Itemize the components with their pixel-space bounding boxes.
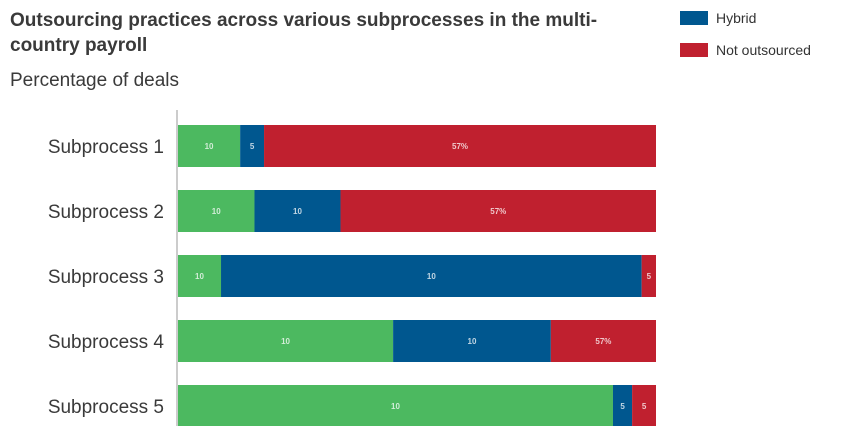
data-label-1-series-1: 10 [205,142,214,151]
data-label-2-series-2: 10 [293,207,302,216]
category-label-3: Subprocess 3 [48,267,164,288]
bar-segment-5-series-3 [632,385,656,426]
category-label-2: Subprocess 2 [48,202,164,223]
bar-segment-3-series-3 [641,255,656,297]
bar-segment-3-series-1 [178,255,222,297]
bar-segment-2-series-3 [340,190,656,232]
data-label-3-series-1: 10 [195,272,204,281]
data-label-4-series-3: 57% [595,337,611,346]
legend-label-hybrid: Hybrid [716,10,757,26]
bar-segment-2-series-1 [178,190,255,232]
category-label-5: Subprocess 5 [48,397,164,418]
legend-item-hybrid: Hybrid [680,8,756,28]
bar-segment-1-series-3 [264,125,656,167]
bar-segment-4-series-1 [178,320,394,362]
data-label-1-series-3: 57% [452,142,468,151]
data-label-3-series-2: 10 [427,272,436,281]
bar-segment-1-series-2 [240,125,265,167]
data-label-4-series-1: 10 [281,337,290,346]
category-label-1: Subprocess 1 [48,137,164,158]
data-label-4-series-2: 10 [468,337,477,346]
category-label-4: Subprocess 4 [48,332,165,353]
data-label-3-series-3: 5 [647,272,652,281]
bar-segment-5-series-2 [612,385,633,426]
legend-label-not-outsourced: Not outsourced [716,42,811,58]
bar-segment-3-series-2 [221,255,642,297]
bar-segment-4-series-3 [550,320,656,362]
data-label-5-series-1: 10 [391,402,400,411]
legend-swatch-hybrid [680,11,708,25]
chart-title: Outsourcing practices across various sub… [10,10,598,56]
data-label-1-series-2: 5 [250,142,255,151]
data-label-5-series-2: 5 [620,402,625,411]
bar-segment-1-series-1 [178,125,241,167]
data-label-5-series-3: 5 [642,402,647,411]
bar-segment-5-series-1 [178,385,613,426]
data-label-2-series-3: 57% [490,207,506,216]
legend-swatch-not-outsourced [680,43,708,57]
bar-segment-2-series-2 [254,190,341,232]
legend-item-not-outsourced: Not outsourced [680,40,811,60]
chart-subtitle: Percentage of deals [10,70,180,91]
bar-segment-4-series-2 [393,320,551,362]
data-label-2-series-1: 10 [212,207,221,216]
